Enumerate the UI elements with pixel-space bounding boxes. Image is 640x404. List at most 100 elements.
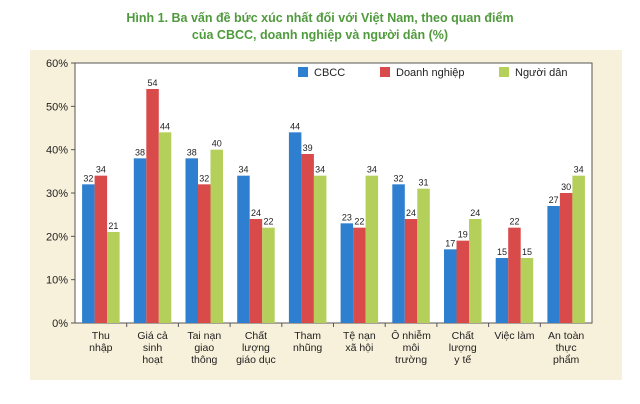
category-label: giao	[194, 342, 214, 354]
category-label: Việc làm	[494, 330, 534, 342]
category-label: phẩm	[553, 354, 580, 366]
category-label: giáo dục	[236, 354, 276, 366]
bar	[82, 184, 95, 323]
bar	[262, 227, 275, 323]
category-label: y tế	[454, 354, 471, 366]
data-label: 54	[148, 78, 158, 88]
bar	[107, 232, 120, 323]
chart-title: Hình 1. Ba vấn đề bức xúc nhất đối với V…	[0, 10, 640, 44]
data-label: 32	[199, 173, 209, 183]
y-tick-label: 40%	[46, 145, 68, 157]
data-label: 22	[509, 217, 519, 227]
category-label: Ô nhiễm	[391, 329, 431, 342]
legend-swatch	[380, 67, 390, 77]
bar	[185, 158, 198, 323]
bar	[508, 227, 521, 323]
bar	[404, 219, 418, 323]
y-tick-label: 50%	[46, 101, 68, 113]
bar	[547, 206, 560, 323]
data-label: 15	[522, 247, 532, 257]
bar	[158, 132, 172, 323]
category-label: Giá cả	[137, 330, 168, 342]
data-label: 24	[251, 208, 261, 218]
bar	[198, 184, 211, 323]
category-label: Thu	[92, 330, 110, 342]
legend-swatch	[499, 67, 509, 77]
data-label: 23	[342, 212, 352, 222]
data-label: 44	[160, 121, 170, 131]
y-tick-label: 0%	[52, 318, 68, 330]
data-label: 21	[108, 221, 118, 231]
category-label: Tai nạn	[187, 330, 221, 342]
bar	[417, 188, 430, 323]
data-label: 27	[549, 195, 559, 205]
category-label: xã hội	[345, 342, 373, 354]
bar	[559, 193, 573, 323]
category-label: Chất	[452, 330, 474, 342]
data-label: 40	[212, 139, 222, 149]
category-label: trường	[395, 354, 427, 366]
category-label: sinh	[143, 342, 162, 354]
bar	[301, 154, 314, 323]
legend-label: Doanh nghiệp	[396, 67, 465, 79]
bar	[520, 258, 534, 323]
data-label: 34	[315, 165, 325, 175]
data-label: 22	[263, 217, 273, 227]
chart-title-line1: Hình 1. Ba vấn đề bức xúc nhất đối với V…	[126, 11, 514, 25]
data-label: 34	[367, 165, 377, 175]
data-label: 44	[290, 121, 300, 131]
data-label: 32	[83, 173, 93, 183]
bar	[392, 184, 405, 323]
category-label: hoạt	[142, 354, 163, 366]
data-label: 38	[187, 147, 197, 157]
legend-label: CBCC	[314, 67, 345, 79]
bar	[444, 249, 457, 323]
category-label: môi	[403, 342, 420, 354]
y-tick-label: 10%	[46, 275, 68, 287]
data-label: 31	[419, 178, 429, 188]
category-label: thực	[556, 342, 577, 354]
chart-title-line2: của CBCC, doanh nghiệp và người dân (%)	[191, 28, 449, 42]
bar	[469, 219, 482, 323]
data-label: 17	[445, 238, 455, 248]
data-label: 30	[561, 182, 571, 192]
bar	[495, 258, 509, 323]
legend-label: Người dân	[515, 67, 568, 79]
bar	[237, 175, 250, 323]
y-tick-label: 60%	[46, 58, 68, 70]
category-label: thông	[191, 354, 217, 366]
bar	[313, 175, 327, 323]
bar	[572, 175, 585, 323]
data-label: 24	[406, 208, 416, 218]
data-label: 22	[354, 217, 364, 227]
bar	[340, 223, 354, 323]
bar	[94, 175, 108, 323]
bar	[365, 175, 379, 323]
bar	[146, 89, 159, 323]
data-label: 24	[470, 208, 480, 218]
bar	[353, 227, 366, 323]
data-label: 34	[238, 165, 248, 175]
data-label: 34	[574, 165, 584, 175]
bar	[249, 219, 263, 323]
data-label: 38	[135, 147, 145, 157]
category-label: lượng	[449, 342, 477, 354]
category-label: An toàn	[548, 330, 584, 342]
data-label: 39	[303, 143, 313, 153]
category-label: Chất	[245, 330, 267, 342]
category-label: nhập	[89, 342, 113, 354]
y-tick-label: 30%	[46, 188, 68, 200]
bar	[210, 149, 223, 323]
bar	[288, 132, 302, 323]
y-tick-label: 20%	[46, 231, 68, 243]
category-label: nhũng	[293, 342, 322, 354]
bar	[133, 158, 147, 323]
bar	[456, 240, 469, 323]
category-label: Tệ nạn	[343, 330, 376, 342]
data-label: 32	[394, 173, 404, 183]
data-label: 34	[96, 165, 106, 175]
category-label: lượng	[242, 342, 270, 354]
data-label: 15	[497, 247, 507, 257]
legend-swatch	[298, 67, 308, 77]
